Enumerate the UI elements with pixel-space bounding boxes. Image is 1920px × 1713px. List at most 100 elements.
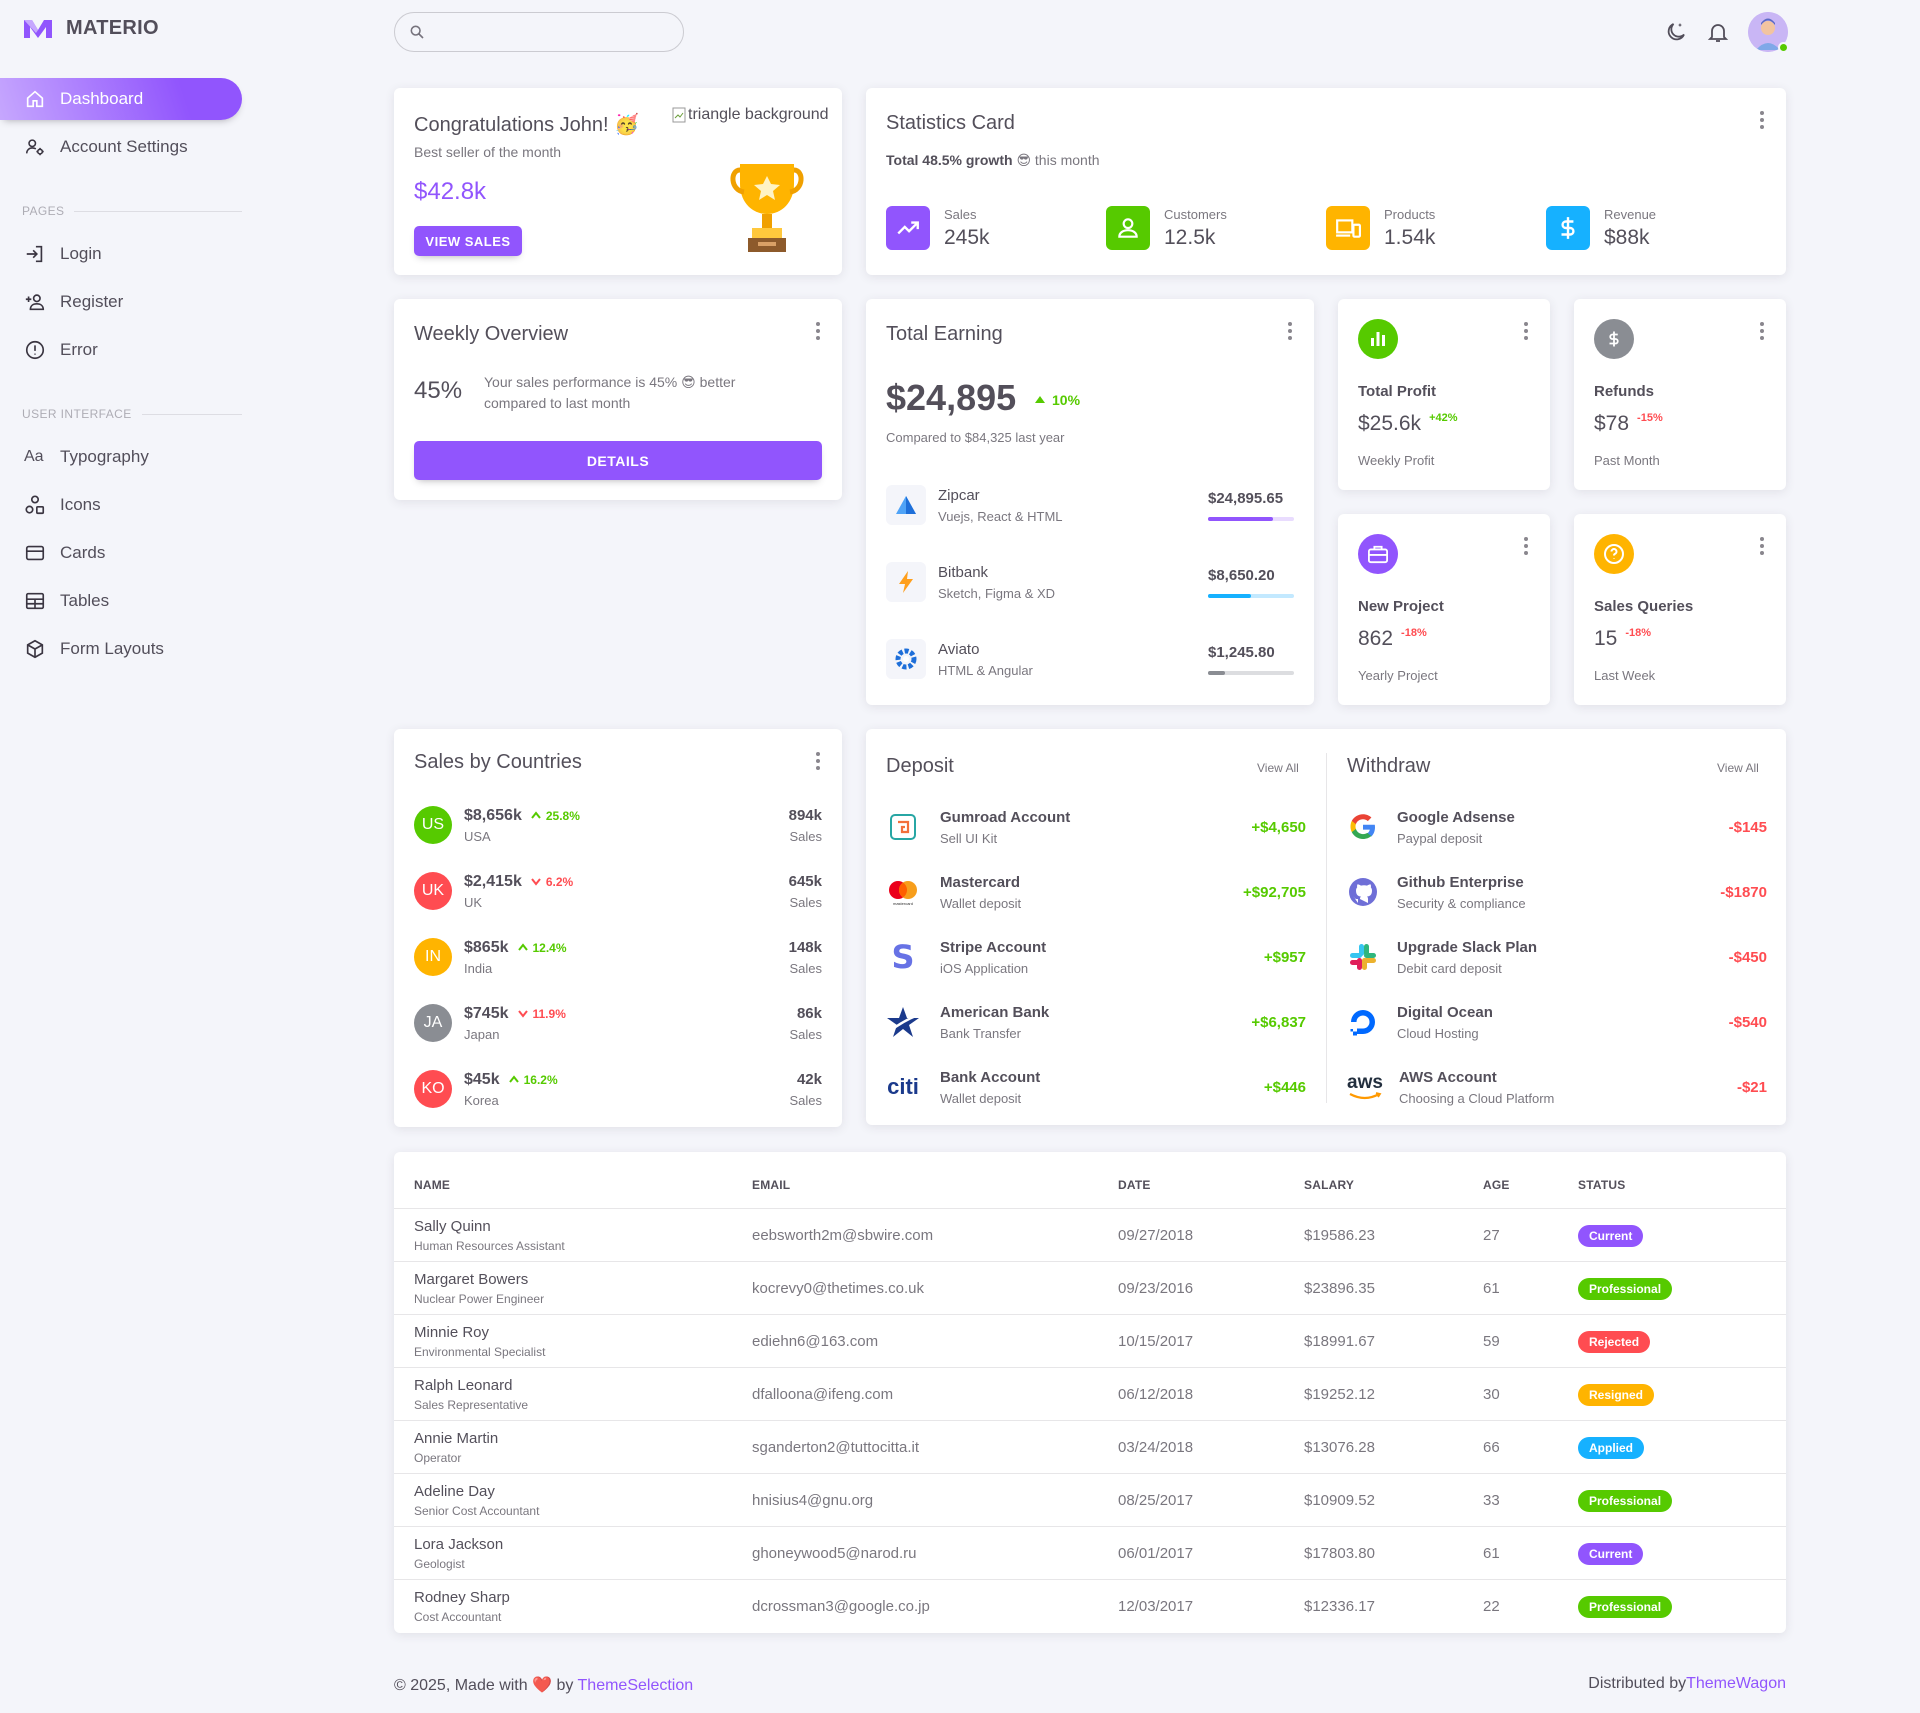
country-name: India <box>464 960 493 976</box>
sidebar-item-register[interactable]: Register <box>0 281 242 323</box>
country-row[interactable]: JA $745k 11.9% Japan 86k Sales <box>414 1001 822 1045</box>
statistics-growth: Total 48.5% growth 😎 this month <box>886 152 1100 169</box>
withdraw-row[interactable]: Upgrade Slack Plan Debit card deposit -$4… <box>1347 935 1767 979</box>
themewagon-link[interactable]: ThemeWagon <box>1686 1675 1786 1692</box>
deposit-title: Deposit <box>886 755 954 777</box>
table-row[interactable]: Lora Jackson Geologist ghoneywood5@narod… <box>394 1526 1786 1579</box>
column-header-name[interactable]: NAME <box>414 1178 451 1192</box>
weekly-text: Your sales performance is 45% 😎 better c… <box>484 374 736 411</box>
table-row[interactable]: Annie Martin Operator sganderton2@tuttoc… <box>394 1420 1786 1473</box>
sidebar-item-tables[interactable]: Tables <box>0 580 242 622</box>
table-icon <box>25 592 45 610</box>
table-row[interactable]: Margaret Bowers Nuclear Power Engineer k… <box>394 1261 1786 1314</box>
cell-status: Current <box>1578 1527 1644 1580</box>
earning-item-aviato[interactable]: Aviato HTML & Angular $1,245.80 <box>886 639 1294 679</box>
country-sales: 645k <box>788 872 822 890</box>
cell-email: ediehn6@163.com <box>752 1333 879 1350</box>
country-row[interactable]: UK $2,415k 6.2% UK 645k Sales <box>414 869 822 913</box>
withdraw-sub: Security & compliance <box>1397 895 1526 911</box>
sidebar-item-login[interactable]: Login <box>0 233 242 275</box>
table-row[interactable]: Ralph Leonard Sales Representative dfall… <box>394 1367 1786 1420</box>
cell-salary: $19252.12 <box>1304 1386 1375 1403</box>
deposit-row[interactable]: Gumroad Account Sell UI Kit +$4,650 <box>886 805 1306 849</box>
alert-circle-icon <box>25 340 45 360</box>
withdraw-view-all-link[interactable]: View All <box>1717 761 1759 775</box>
earning-item-bitbank[interactable]: Bitbank Sketch, Figma & XD $8,650.20 <box>886 562 1294 602</box>
mini-value-row: $25.6k +42% <box>1358 412 1458 436</box>
column-header-age[interactable]: AGE <box>1483 1178 1510 1192</box>
column-header-salary[interactable]: SALARY <box>1304 1178 1355 1192</box>
cell-name: Annie Martin Operator <box>414 1421 498 1474</box>
countries-more-icon[interactable] <box>808 751 828 771</box>
total-earning-card: Total Earning $24,895 10% Compared to $8… <box>866 299 1314 705</box>
queries-more-icon[interactable] <box>1752 536 1772 556</box>
column-header-status[interactable]: STATUS <box>1578 1178 1626 1192</box>
statistics-title: Statistics Card <box>886 112 1015 134</box>
poll-chart-icon <box>1358 319 1398 359</box>
footer-copyright: © 2025, Made with <box>394 1677 528 1694</box>
user-name: Ralph Leonard <box>414 1377 513 1394</box>
withdraw-row[interactable]: Github Enterprise Security & compliance -… <box>1347 870 1767 914</box>
user-role: Operator <box>414 1451 462 1465</box>
deposit-row[interactable]: S Stripe Account iOS Application +$957 <box>886 935 1306 979</box>
mini-title: Refunds <box>1594 383 1654 400</box>
sidebar-item-form-layouts[interactable]: Form Layouts <box>0 628 242 670</box>
country-change: 11.9% <box>532 1006 566 1021</box>
table-row[interactable]: Minnie Roy Environmental Specialist edie… <box>394 1314 1786 1367</box>
chevron-up-icon <box>531 811 541 819</box>
profit-more-icon[interactable] <box>1516 321 1536 341</box>
cell-name: Minnie Roy Environmental Specialist <box>414 1315 545 1368</box>
sidebar-item-cards[interactable]: Cards <box>0 532 242 574</box>
country-row[interactable]: US $8,656k 25.8% USA 894k Sales <box>414 803 822 847</box>
cell-salary: $17803.80 <box>1304 1545 1375 1562</box>
brand[interactable]: MATERIO <box>22 17 159 40</box>
table-row[interactable]: Rodney Sharp Cost Accountant dcrossman3@… <box>394 1579 1786 1632</box>
view-sales-button[interactable]: VIEW SALES <box>414 226 522 256</box>
withdraw-row[interactable]: Google Adsense Paypal deposit -$145 <box>1347 805 1767 849</box>
cell-status: Current <box>1578 1209 1644 1262</box>
table-row[interactable]: Adeline Day Senior Cost Accountant hnisi… <box>394 1473 1786 1526</box>
deposit-sub: Wallet deposit <box>940 1090 1022 1106</box>
statistics-more-icon[interactable] <box>1752 110 1772 130</box>
column-header-email[interactable]: EMAIL <box>752 1178 791 1192</box>
refunds-more-icon[interactable] <box>1752 321 1772 341</box>
country-change: 16.2% <box>523 1072 558 1087</box>
mastercard-logo-icon: mastercard <box>889 881 917 906</box>
sidebar-item-error[interactable]: Error <box>0 329 242 371</box>
themeselection-link[interactable]: ThemeSelection <box>577 1677 694 1694</box>
status-badge: Current <box>1578 1224 1644 1247</box>
table-row[interactable]: Sally Quinn Human Resources Assistant ee… <box>394 1208 1786 1261</box>
deposit-row[interactable]: citi Bank Account Wallet deposit +$446 <box>886 1065 1306 1109</box>
deposit-row[interactable]: American Bank Bank Transfer +$6,837 <box>886 1000 1306 1044</box>
home-icon <box>26 90 44 108</box>
earning-item-zipcar[interactable]: Zipcar Vuejs, React & HTML $24,895.65 <box>886 485 1294 525</box>
countries-title: Sales by Countries <box>414 751 582 773</box>
project-more-icon[interactable] <box>1516 536 1536 556</box>
deposit-row[interactable]: mastercard Mastercard Wallet deposit +$92… <box>886 870 1306 914</box>
deposit-view-all-link[interactable]: View All <box>1257 761 1299 775</box>
earning-more-icon[interactable] <box>1280 321 1300 341</box>
country-avatar: US <box>414 806 452 844</box>
stat-customers: Customers 12.5k <box>1106 206 1227 250</box>
sidebar-item-typography[interactable]: Aa Typography <box>0 436 242 478</box>
country-avatar: IN <box>414 938 452 976</box>
country-amount: $2,415k <box>464 872 522 890</box>
user-avatar[interactable] <box>1748 12 1789 53</box>
earning-change: 10% <box>1034 392 1080 408</box>
country-row[interactable]: KO $45k 16.2% Korea 42k Sales <box>414 1067 822 1111</box>
sidebar-item-dashboard[interactable]: Dashboard <box>0 78 242 120</box>
theme-toggle-moon-icon[interactable] <box>1664 20 1688 44</box>
withdraw-row[interactable]: Digital Ocean Cloud Hosting -$540 <box>1347 1000 1767 1044</box>
sidebar-item-icons[interactable]: Icons <box>0 484 242 526</box>
search-input[interactable] <box>394 12 684 52</box>
details-button[interactable]: DETAILS <box>414 441 822 480</box>
cell-email: dfalloona@ifeng.com <box>752 1386 894 1403</box>
column-header-date[interactable]: DATE <box>1118 1178 1151 1192</box>
sidebar-item-account-settings[interactable]: Account Settings <box>0 126 242 168</box>
congrats-amount: $42.8k <box>414 178 487 205</box>
notification-bell-icon[interactable] <box>1706 20 1730 44</box>
search-field[interactable] <box>433 24 663 40</box>
country-row[interactable]: IN $865k 12.4% India 148k Sales <box>414 935 822 979</box>
weekly-more-icon[interactable] <box>808 321 828 341</box>
withdraw-row[interactable]: aws AWS Account Choosing a Cloud Platform… <box>1347 1065 1767 1109</box>
